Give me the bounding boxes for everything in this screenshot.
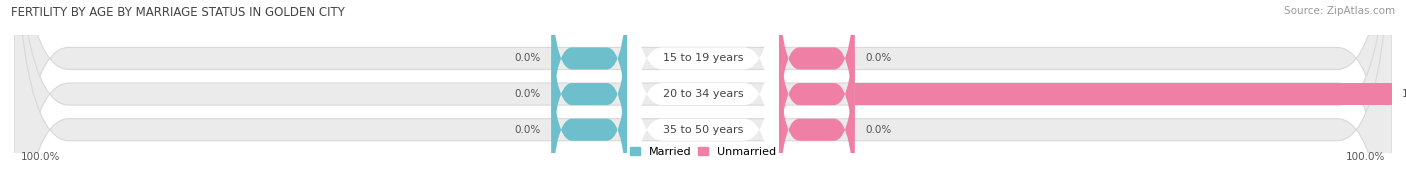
Text: 0.0%: 0.0%: [515, 89, 541, 99]
Text: Source: ZipAtlas.com: Source: ZipAtlas.com: [1284, 6, 1395, 16]
FancyBboxPatch shape: [551, 34, 627, 196]
FancyBboxPatch shape: [627, 0, 779, 196]
Text: FERTILITY BY AGE BY MARRIAGE STATUS IN GOLDEN CITY: FERTILITY BY AGE BY MARRIAGE STATUS IN G…: [11, 6, 344, 19]
FancyBboxPatch shape: [551, 0, 627, 190]
FancyBboxPatch shape: [14, 0, 1392, 196]
FancyBboxPatch shape: [855, 83, 1392, 105]
FancyBboxPatch shape: [779, 34, 855, 196]
Text: 100.0%: 100.0%: [1402, 89, 1406, 99]
Legend: Married, Unmarried: Married, Unmarried: [630, 147, 776, 157]
FancyBboxPatch shape: [14, 0, 1392, 196]
FancyBboxPatch shape: [551, 0, 627, 154]
Text: 0.0%: 0.0%: [515, 125, 541, 135]
Text: 35 to 50 years: 35 to 50 years: [662, 125, 744, 135]
FancyBboxPatch shape: [779, 0, 855, 190]
Text: 15 to 19 years: 15 to 19 years: [662, 54, 744, 64]
FancyBboxPatch shape: [779, 0, 855, 154]
Text: 100.0%: 100.0%: [1346, 152, 1385, 162]
FancyBboxPatch shape: [627, 0, 779, 196]
Text: 20 to 34 years: 20 to 34 years: [662, 89, 744, 99]
Text: 0.0%: 0.0%: [865, 125, 891, 135]
FancyBboxPatch shape: [14, 0, 1392, 196]
Text: 100.0%: 100.0%: [21, 152, 60, 162]
FancyBboxPatch shape: [627, 0, 779, 196]
Text: 0.0%: 0.0%: [865, 54, 891, 64]
Text: 0.0%: 0.0%: [515, 54, 541, 64]
